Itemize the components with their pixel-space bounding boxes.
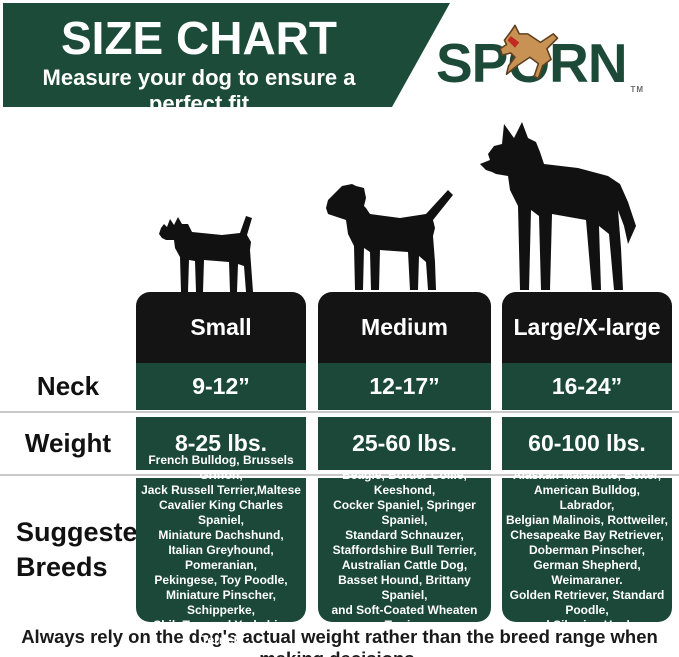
weight-value-small: 8-25 lbs.	[136, 417, 306, 470]
leaping-dog-icon	[499, 24, 559, 80]
neck-value-medium: 12-17”	[318, 363, 491, 410]
breeds-list-medium: Beagle, Border Collie, Keeshond, Cocker …	[318, 468, 491, 632]
medium-dog-silhouette	[326, 184, 453, 290]
row-divider	[0, 411, 679, 413]
page-subtitle: Measure your dog to ensure a perfect fit	[42, 65, 356, 116]
weight-value-medium: 25-60 lbs.	[318, 417, 491, 470]
neck-value-large: 16-24”	[502, 363, 672, 410]
weight-value-large: 60-100 lbs.	[502, 417, 672, 470]
suggested-breeds-row-label: Suggested Breeds	[16, 516, 155, 582]
size-column-small: Small 9-12” 8-25 lbs. French Bulldog, Br…	[136, 292, 306, 647]
size-column-medium: Medium 12-17” 25-60 lbs. Beagle, Border …	[318, 292, 491, 632]
breeds-list-large: Alaskan Malamute, Boxer, American Bulldo…	[502, 468, 672, 632]
breeds-list-small: French Bulldog, Brussels Griffon, Jack R…	[136, 453, 306, 647]
row-divider	[0, 474, 679, 476]
large-dog-silhouette	[480, 122, 636, 290]
column-header-medium: Medium	[318, 292, 491, 363]
weight-advisory-note: Always rely on the dog's actual weight r…	[21, 626, 658, 657]
neck-row-label: Neck	[36, 371, 100, 401]
weight-row-label: Weight	[24, 428, 112, 458]
header-banner: SIZE CHART Measure your dog to ensure a …	[3, 3, 450, 107]
size-column-large: Large/X-large 16-24” 60-100 lbs. Alaskan…	[502, 292, 672, 632]
small-dog-silhouette	[159, 216, 253, 292]
sporn-logo: SPORN TM	[436, 24, 672, 100]
trademark-symbol: TM	[630, 85, 644, 94]
page-title: SIZE CHART	[61, 12, 337, 64]
column-header-large: Large/X-large	[502, 292, 672, 363]
column-header-small: Small	[136, 292, 306, 363]
neck-value-small: 9-12”	[136, 363, 306, 410]
